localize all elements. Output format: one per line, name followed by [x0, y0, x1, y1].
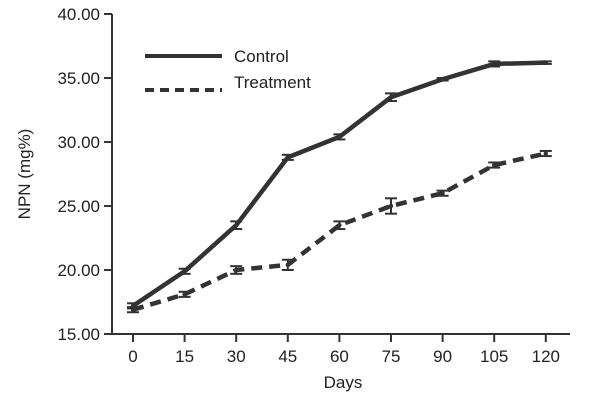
- x-ticks: 0 15 30 45 60 75 90 105 120: [128, 334, 560, 366]
- y-tick-label: 25.00: [57, 197, 100, 216]
- data-point: [234, 223, 239, 228]
- data-point: [337, 223, 342, 228]
- data-point: [388, 203, 394, 209]
- y-axis-title: NPN (mg%): [15, 129, 34, 220]
- legend-treatment-label: Treatment: [234, 73, 311, 92]
- series-line-control: [131, 60, 546, 308]
- x-tick-label: 105: [480, 347, 508, 366]
- series-treatment: [127, 149, 552, 314]
- data-point: [285, 262, 290, 268]
- data-point: [543, 151, 548, 156]
- data-point: [337, 134, 342, 140]
- data-point: [492, 162, 497, 168]
- x-tick-label: 75: [382, 347, 401, 366]
- data-point: [388, 95, 394, 100]
- series-line-treatment: [132, 151, 547, 312]
- y-tick-label: 40.00: [57, 5, 100, 24]
- x-tick-label: 45: [278, 347, 297, 366]
- data-point: [440, 191, 445, 196]
- data-point: [492, 61, 497, 67]
- x-tick-label: 90: [433, 347, 452, 366]
- x-tick-label: 0: [128, 347, 137, 366]
- data-point: [234, 267, 239, 273]
- y-tick-label: 35.00: [57, 69, 100, 88]
- y-tick-label: 20.00: [57, 261, 100, 280]
- data-point: [285, 155, 290, 160]
- y-tick-label: 30.00: [57, 133, 100, 152]
- x-tick-label: 30: [227, 347, 246, 366]
- x-tick-label: 60: [330, 347, 349, 366]
- data-point: [543, 60, 548, 65]
- series-layer: [127, 60, 552, 314]
- x-tick-label: 15: [175, 347, 194, 366]
- legend: Control Treatment: [145, 47, 311, 92]
- x-axis-title: Days: [324, 373, 363, 392]
- legend-control-label: Control: [234, 47, 289, 66]
- data-point: [182, 292, 187, 297]
- data-point: [440, 77, 445, 82]
- x-tick-label: 120: [532, 347, 560, 366]
- data-point: [182, 269, 187, 274]
- data-point: [130, 307, 136, 312]
- y-ticks: 15.00 20.00 25.00 30.00 35.00 40.00: [57, 5, 112, 344]
- y-tick-label: 15.00: [57, 325, 100, 344]
- series-control: [127, 60, 552, 310]
